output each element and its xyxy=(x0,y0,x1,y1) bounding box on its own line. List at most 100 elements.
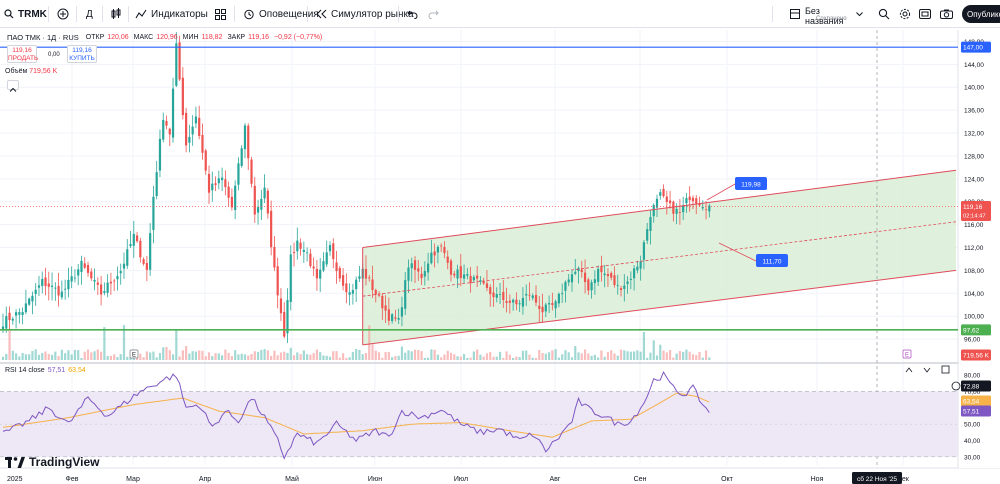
candle-body xyxy=(230,196,233,208)
candle-body xyxy=(8,312,11,321)
candle-body xyxy=(515,299,518,305)
volume-bar xyxy=(198,350,201,360)
candle-body xyxy=(420,273,423,279)
chevron-down-icon xyxy=(856,12,863,17)
volume-bar xyxy=(701,357,704,360)
volume-bar xyxy=(341,353,345,360)
volume-bar xyxy=(306,354,309,360)
tradingview-logo-text: TradingView xyxy=(29,455,100,469)
candle-body xyxy=(162,119,165,140)
alerts-button[interactable]: Оповещения xyxy=(243,0,319,28)
fullscreen-button[interactable] xyxy=(919,0,931,28)
candle-body xyxy=(204,150,207,171)
volume-bar xyxy=(175,330,178,360)
volume-bar xyxy=(100,351,103,360)
volume-bar xyxy=(243,354,247,360)
price-tick-label: 104,00 xyxy=(964,291,984,298)
volume-bar xyxy=(502,357,505,360)
candle-body xyxy=(678,212,681,214)
volume-bar xyxy=(394,356,397,360)
volume-bar xyxy=(8,328,11,360)
earnings-marker-box xyxy=(902,349,912,359)
undo-button[interactable] xyxy=(407,0,418,28)
volume-bar xyxy=(541,353,544,360)
volume-bar xyxy=(685,349,688,360)
sell-button[interactable]: 119,16 ПРОДАТЬ xyxy=(7,45,38,63)
volume-bar xyxy=(247,355,250,360)
candle-body xyxy=(139,240,142,258)
interval-button[interactable]: Д xyxy=(86,0,93,28)
candle-body xyxy=(574,271,577,274)
volume-bar xyxy=(368,325,371,360)
volume-bar xyxy=(652,340,655,360)
volume-bar xyxy=(377,352,381,360)
redo-button[interactable] xyxy=(428,0,439,28)
price-tick-label: 100,00 xyxy=(964,314,984,321)
candle-body xyxy=(583,272,587,283)
symbol-search-button[interactable]: TRMK xyxy=(4,0,47,28)
replay-button[interactable]: Симулятор рынка xyxy=(315,0,414,28)
volume-bar xyxy=(77,350,80,360)
candle-body xyxy=(381,295,384,309)
tradingview-logo: TradingView xyxy=(5,455,99,469)
candle-body xyxy=(410,263,413,269)
volume-bar xyxy=(188,353,191,360)
templates-button[interactable] xyxy=(215,0,226,28)
volume-bar xyxy=(616,355,619,360)
callout-lower-leader xyxy=(718,242,757,262)
rewind-icon xyxy=(316,9,327,19)
volume-bar xyxy=(479,354,482,360)
save-layout-button[interactable]: Без названия Сохранено xyxy=(790,2,863,26)
volume-bar xyxy=(691,354,695,360)
volume-bar xyxy=(214,353,217,360)
candle-body xyxy=(24,303,27,313)
candle-body xyxy=(292,251,296,253)
symbol-name: TRMK xyxy=(18,8,47,20)
candle-body xyxy=(704,209,708,211)
buy-button[interactable]: 119,16 КУПИТЬ xyxy=(67,45,97,63)
volume-bar xyxy=(47,354,50,360)
candle-body xyxy=(185,112,188,146)
quick-search-button[interactable] xyxy=(878,0,890,28)
collapse-legend-button[interactable] xyxy=(7,80,19,92)
chart-type-button[interactable] xyxy=(110,0,122,28)
pane-controls xyxy=(905,365,961,391)
volume-bar xyxy=(672,357,675,360)
close-label: ЗАКР xyxy=(227,34,246,41)
candle-body xyxy=(623,285,626,289)
candle-body xyxy=(570,274,574,283)
screenshot-button[interactable] xyxy=(940,0,953,28)
move-pane-up-icon xyxy=(905,367,913,373)
candle-body xyxy=(126,249,129,266)
volume-bar xyxy=(515,356,518,360)
price-tick-label: 128,00 xyxy=(964,153,984,160)
time-tick-label: Фев xyxy=(66,476,79,483)
callout-lower-box xyxy=(756,254,788,267)
search-icon xyxy=(878,8,890,20)
volume-bar xyxy=(96,349,99,360)
buy-price: 119,16 xyxy=(72,47,92,54)
price-tick-label: 108,00 xyxy=(964,268,984,275)
fullscreen-icon xyxy=(919,9,931,19)
volume-bar xyxy=(498,351,502,360)
candle-body xyxy=(427,263,430,273)
candle-body xyxy=(100,284,103,295)
time-tick-label: Окт xyxy=(721,476,734,483)
settings-button[interactable] xyxy=(899,0,911,28)
volume-bar xyxy=(704,350,708,360)
publish-button[interactable]: Опубликовать xyxy=(962,5,1000,23)
volume-bar xyxy=(14,353,18,360)
candle-body xyxy=(103,291,106,293)
indicators-button[interactable]: Индикаторы xyxy=(135,0,208,28)
volume-bar xyxy=(633,351,636,360)
candle-body xyxy=(665,196,668,202)
volume-bar xyxy=(201,350,204,360)
earnings-marker-box xyxy=(129,349,139,359)
high-label: МАКС xyxy=(133,34,154,41)
candle-body xyxy=(198,117,201,136)
rsi-tick-label: 50,00 xyxy=(964,422,981,429)
volume-bar xyxy=(590,355,593,360)
compare-button[interactable] xyxy=(57,0,69,28)
candle-body xyxy=(485,283,489,289)
